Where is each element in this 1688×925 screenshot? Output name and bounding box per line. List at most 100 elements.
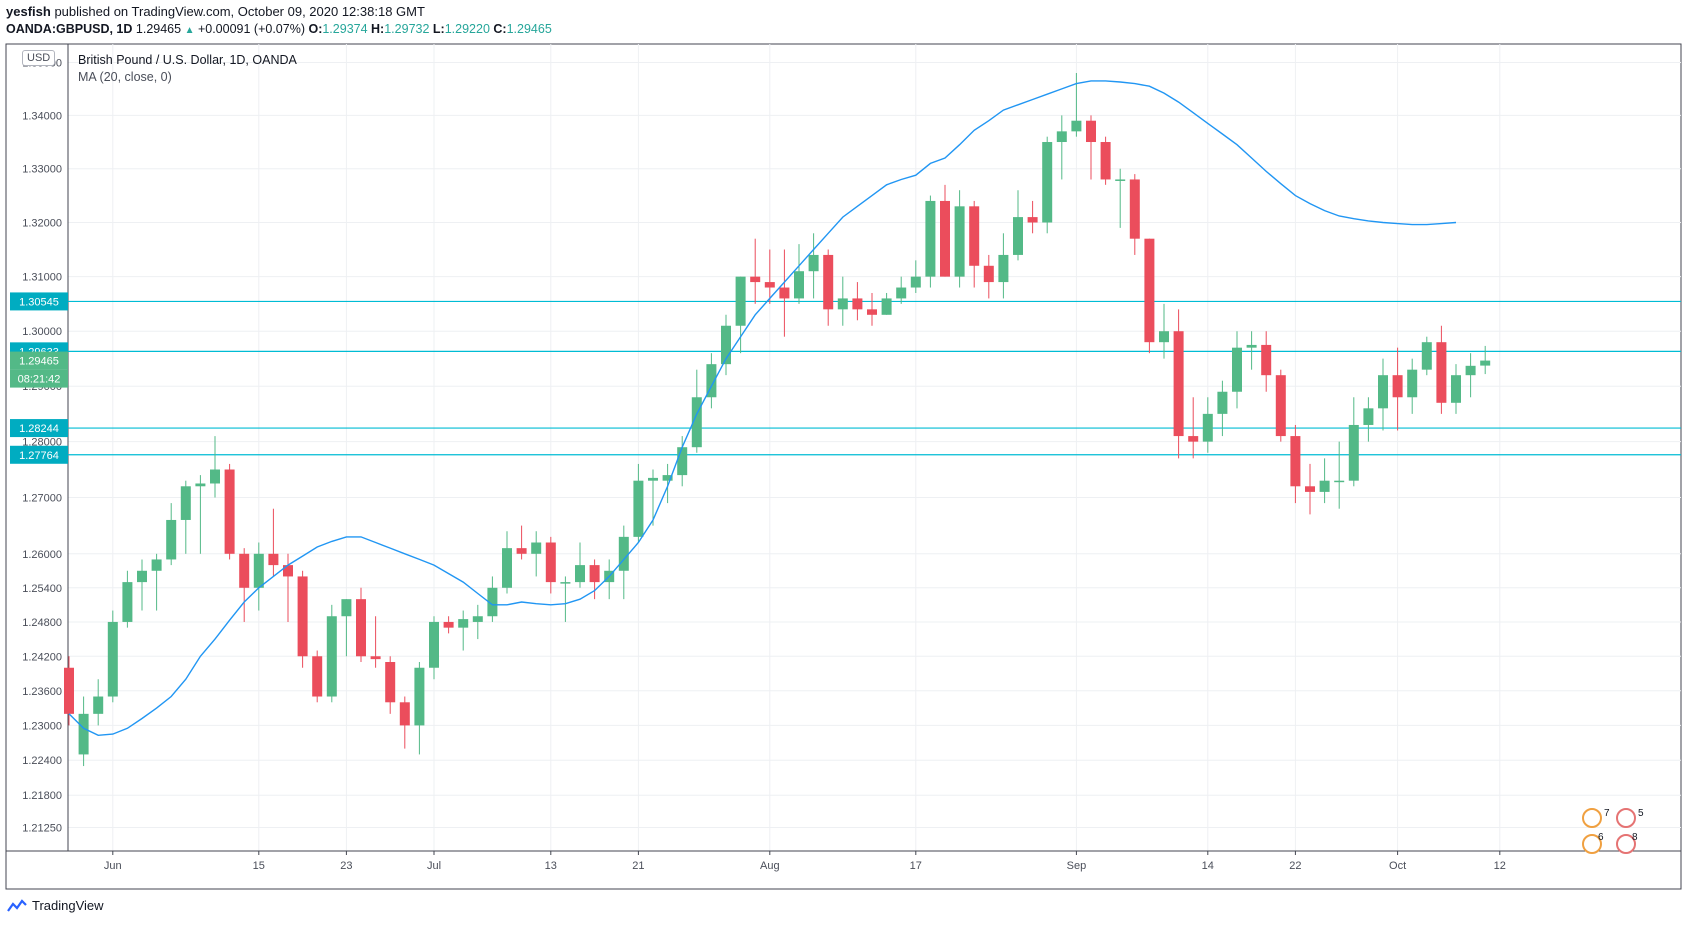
open-value: 1.29374 (322, 22, 368, 36)
candle (1217, 380, 1228, 437)
candle (297, 570, 308, 668)
low-label: L: (432, 22, 445, 36)
candle-body (881, 298, 892, 315)
last-price-box (10, 351, 68, 370)
publish-info: yesfish published on TradingView.com, Oc… (6, 4, 425, 19)
y-tick-label: 1.27000 (22, 492, 62, 504)
candle (1027, 200, 1038, 234)
candle-body (1115, 179, 1126, 181)
candle (180, 480, 191, 554)
candle (823, 249, 834, 326)
candle-body (487, 587, 498, 617)
candle (706, 353, 717, 409)
candle (896, 276, 907, 304)
grid (68, 44, 1681, 851)
candle-body (575, 565, 585, 583)
candle (399, 696, 410, 749)
candle-body (516, 548, 527, 554)
candle (1144, 238, 1155, 354)
candle-body (954, 206, 965, 277)
level-label: 1.30545 (19, 296, 59, 308)
candle (589, 559, 600, 600)
candle (940, 184, 950, 277)
candle (1042, 136, 1053, 234)
candle (370, 616, 381, 668)
candle-body (107, 621, 118, 697)
candle-body (239, 553, 250, 588)
candle (341, 599, 352, 657)
candle-body (633, 480, 644, 537)
level-label: 1.27764 (19, 450, 59, 462)
candle-body (93, 696, 104, 714)
candle-body (1159, 331, 1169, 343)
candle (356, 587, 366, 663)
y-tick-label: 1.31000 (22, 272, 62, 284)
change-up-icon: ▲ (184, 25, 195, 36)
footer-brand[interactable]: TradingView (6, 898, 104, 913)
candle (1334, 441, 1345, 509)
candle-body (1261, 344, 1272, 376)
event-count-8: 8 (1632, 832, 1638, 843)
candle (1363, 397, 1374, 442)
candle (764, 249, 775, 304)
candle (1173, 309, 1184, 459)
candle-body (1451, 375, 1461, 403)
level-label: 1.28244 (19, 423, 59, 435)
candle-body (122, 582, 133, 622)
candle-body (1290, 436, 1301, 487)
y-tick-label: 1.21250 (22, 822, 62, 834)
x-tick-label: 22 (1289, 860, 1301, 872)
candle-body (1465, 365, 1476, 376)
x-tick-label: Oct (1389, 860, 1406, 872)
currency-button[interactable]: USD (22, 50, 56, 66)
x-tick-label: Sep (1067, 860, 1087, 872)
candle (969, 200, 980, 288)
candle-body (472, 616, 483, 622)
candle (516, 525, 527, 560)
indicator-legend[interactable]: MA (20, close, 0) (78, 70, 172, 84)
candle (560, 576, 571, 622)
candle-body (1436, 342, 1447, 403)
horizontal-levels (68, 300, 1681, 456)
candle-body (823, 254, 834, 310)
candle-body (560, 582, 571, 584)
candle-body (297, 576, 308, 657)
candle-body (940, 200, 950, 277)
candle (385, 656, 396, 714)
candle (210, 436, 220, 498)
candle (867, 292, 877, 326)
last-price-label: 1.29465 (19, 356, 59, 368)
candle-body (1188, 436, 1199, 442)
countdown-label: 08:21:42 (18, 374, 61, 386)
gb-flag-icon (1582, 808, 1602, 828)
candle-body (1232, 347, 1242, 392)
y-tick-label: 1.21800 (22, 790, 62, 802)
candle (1056, 115, 1067, 180)
candle (1305, 463, 1315, 515)
candle-body (166, 519, 177, 560)
y-tick-label: 1.32000 (22, 217, 62, 229)
candle-body (1042, 142, 1053, 223)
candle (1465, 353, 1476, 398)
candle (691, 369, 702, 453)
candle (268, 508, 279, 577)
candle-body (531, 542, 542, 554)
us-flag-icon (1616, 834, 1636, 854)
candle-body (545, 542, 556, 583)
candle-body (1305, 486, 1315, 492)
candle (881, 292, 892, 315)
y-tick-label: 1.22400 (22, 755, 62, 767)
candle (151, 553, 162, 611)
candle-body (721, 325, 731, 365)
symbol-ohlc-line: OANDA:GBPUSD, 1D 1.29465 ▲ +0.00091 (+0.… (6, 22, 552, 36)
change-value: +0.00091 (+0.07%) (197, 22, 305, 36)
candle (1013, 190, 1023, 261)
candle-body (1217, 391, 1228, 414)
candle-body (399, 702, 410, 726)
candle-body (443, 621, 454, 628)
candle (1246, 331, 1257, 370)
economic-events: 7 5 6 8 (1582, 808, 1644, 854)
candle (531, 531, 542, 577)
candle-body (1129, 179, 1140, 239)
